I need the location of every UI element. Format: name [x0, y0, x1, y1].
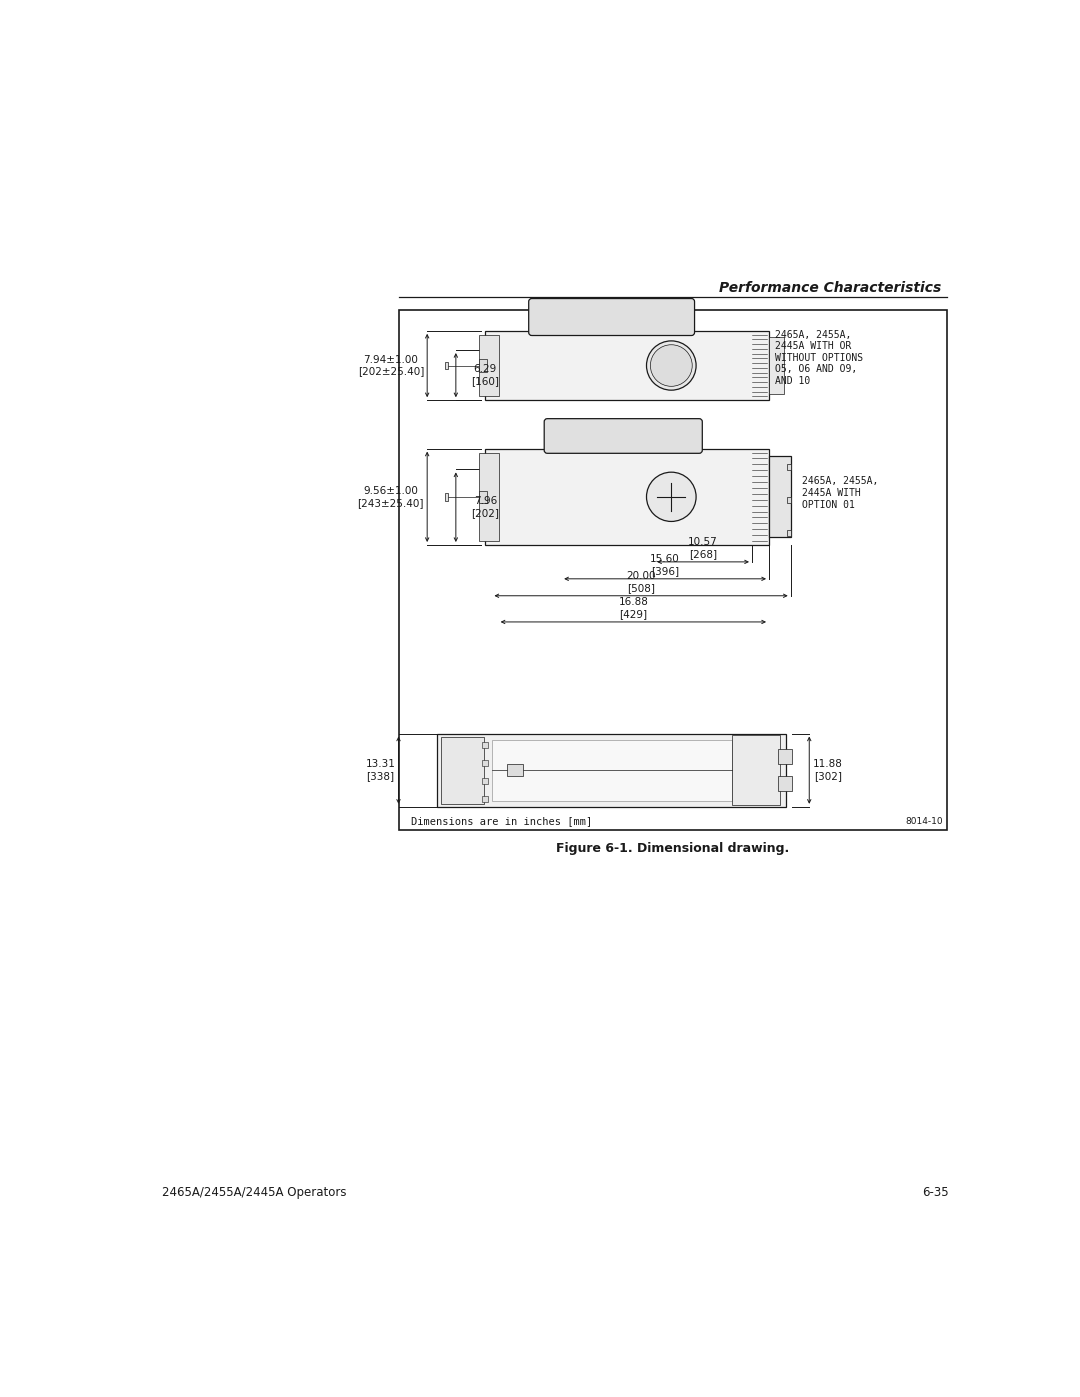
Bar [779, 775, 793, 791]
Text: 8014-10: 8014-10 [905, 817, 943, 826]
Text: 6.29
[160]: 6.29 [160] [471, 365, 499, 386]
Text: Dimensions are in inches [mm]: Dimensions are in inches [mm] [410, 816, 592, 826]
Bar [480, 359, 487, 372]
Bar [482, 796, 488, 802]
Text: Figure 6-1. Dimensional drawing.: Figure 6-1. Dimensional drawing. [556, 842, 789, 855]
Text: Performance Characteristics: Performance Characteristics [719, 281, 941, 295]
Text: 15.60
[396]: 15.60 [396] [650, 555, 680, 576]
Bar [399, 310, 947, 830]
Bar [482, 742, 488, 749]
Bar [445, 493, 448, 500]
Bar [786, 529, 792, 535]
Text: 13.31
[338]: 13.31 [338] [365, 760, 395, 781]
Bar [485, 331, 769, 400]
Text: 10.57
[268]: 10.57 [268] [688, 538, 718, 559]
Bar [437, 733, 786, 806]
FancyBboxPatch shape [544, 419, 702, 453]
Text: 20.00
[508]: 20.00 [508] [626, 571, 656, 592]
Bar [507, 764, 523, 775]
Bar [786, 464, 792, 471]
Bar [485, 448, 769, 545]
Text: 7.96
[202]: 7.96 [202] [471, 496, 499, 518]
Text: 11.88
[302]: 11.88 [302] [813, 760, 843, 781]
Bar [482, 760, 488, 766]
Bar [480, 453, 499, 541]
Bar [779, 749, 793, 764]
Bar [482, 778, 488, 784]
Text: 2465A/2455A/2445A Operators: 2465A/2455A/2445A Operators [162, 1186, 347, 1200]
Text: 2465A, 2455A,
2445A WITH
OPTION 01: 2465A, 2455A, 2445A WITH OPTION 01 [801, 476, 878, 510]
Text: 6-35: 6-35 [922, 1186, 948, 1200]
Text: 9.56±1.00
[243±25.40]: 9.56±1.00 [243±25.40] [357, 486, 424, 507]
Bar [732, 735, 780, 805]
Circle shape [650, 345, 692, 387]
Bar [445, 362, 448, 369]
Bar [491, 740, 732, 800]
Bar [769, 457, 791, 538]
FancyBboxPatch shape [529, 299, 694, 335]
Circle shape [647, 341, 697, 390]
Bar [441, 736, 484, 803]
Bar [480, 335, 499, 397]
Text: 2465A, 2455A,
2445A WITH OR
WITHOUT OPTIONS
O5, O6 AND O9,
AND 10: 2465A, 2455A, 2445A WITH OR WITHOUT OPTI… [775, 330, 863, 386]
Bar [786, 497, 792, 503]
Circle shape [647, 472, 697, 521]
Bar [769, 337, 784, 394]
Bar [480, 490, 487, 503]
Text: 16.88
[429]: 16.88 [429] [619, 598, 648, 619]
Text: 7.94±1.00
[202±25.40]: 7.94±1.00 [202±25.40] [357, 355, 424, 376]
